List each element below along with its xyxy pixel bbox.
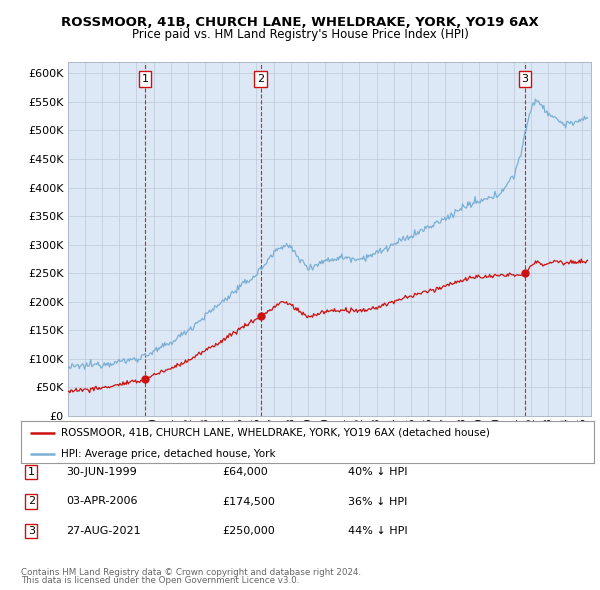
Text: £64,000: £64,000: [222, 467, 268, 477]
Text: 36% ↓ HPI: 36% ↓ HPI: [348, 497, 407, 506]
Text: HPI: Average price, detached house, York: HPI: Average price, detached house, York: [61, 449, 276, 459]
Text: 3: 3: [521, 74, 529, 84]
Text: 40% ↓ HPI: 40% ↓ HPI: [348, 467, 407, 477]
Text: 44% ↓ HPI: 44% ↓ HPI: [348, 526, 407, 536]
Text: ROSSMOOR, 41B, CHURCH LANE, WHELDRAKE, YORK, YO19 6AX (detached house): ROSSMOOR, 41B, CHURCH LANE, WHELDRAKE, Y…: [61, 428, 490, 438]
Text: This data is licensed under the Open Government Licence v3.0.: This data is licensed under the Open Gov…: [21, 576, 299, 585]
Text: 03-APR-2006: 03-APR-2006: [66, 497, 137, 506]
Text: Price paid vs. HM Land Registry's House Price Index (HPI): Price paid vs. HM Land Registry's House …: [131, 28, 469, 41]
Text: £174,500: £174,500: [222, 497, 275, 506]
Text: ROSSMOOR, 41B, CHURCH LANE, WHELDRAKE, YORK, YO19 6AX: ROSSMOOR, 41B, CHURCH LANE, WHELDRAKE, Y…: [61, 16, 539, 29]
Text: 27-AUG-2021: 27-AUG-2021: [66, 526, 140, 536]
Text: 2: 2: [257, 74, 265, 84]
Text: Contains HM Land Registry data © Crown copyright and database right 2024.: Contains HM Land Registry data © Crown c…: [21, 568, 361, 577]
Text: 1: 1: [28, 467, 35, 477]
Text: £250,000: £250,000: [222, 526, 275, 536]
Text: 3: 3: [28, 526, 35, 536]
Text: 30-JUN-1999: 30-JUN-1999: [66, 467, 137, 477]
Text: 1: 1: [142, 74, 148, 84]
Text: 2: 2: [28, 497, 35, 506]
